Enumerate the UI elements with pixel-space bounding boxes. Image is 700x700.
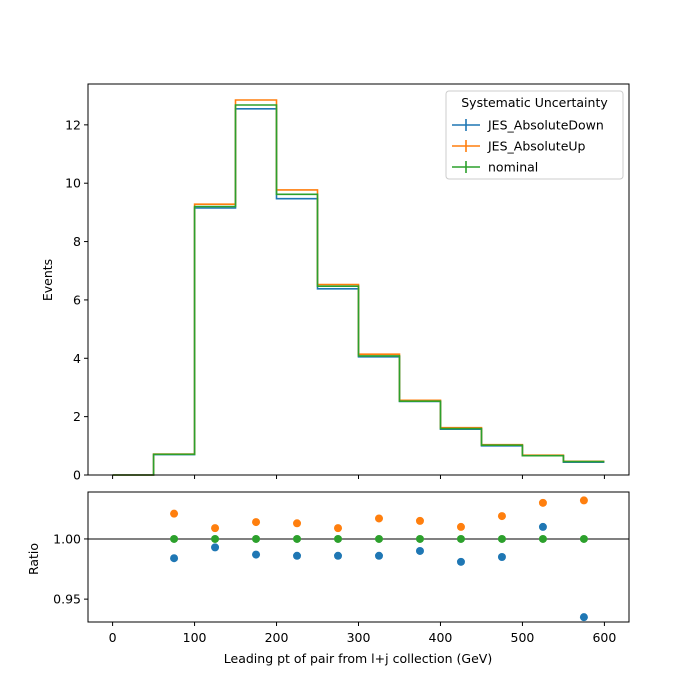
- x-tick-label: 200: [265, 630, 289, 645]
- main-y-tick-label: 10: [65, 176, 81, 191]
- legend-box: [445, 90, 624, 180]
- ratio-point-nominal: [456, 534, 465, 543]
- ratio-point-nominal: [579, 534, 588, 543]
- x-tick-label: 500: [511, 630, 535, 645]
- ratio-point-JES_AbsoluteDown: [334, 551, 343, 560]
- main-y-tick-label: 0: [73, 468, 81, 483]
- ratio-point-JES_AbsoluteUp: [334, 524, 343, 533]
- ratio-point-JES_AbsoluteUp: [456, 522, 465, 531]
- legend-entry: JES_AbsoluteUp: [452, 139, 586, 154]
- ratio-point-JES_AbsoluteUp: [211, 524, 220, 533]
- series-nominal: [112, 104, 605, 476]
- ratio-y-axis-label: Ratio: [26, 543, 41, 575]
- ratio-point-JES_AbsoluteDown: [538, 522, 547, 531]
- ratio-point-JES_AbsoluteDown: [252, 550, 261, 559]
- ratio-point-JES_AbsoluteDown: [415, 546, 424, 555]
- legend: Systematic Uncertainty JES_AbsoluteDown JE…: [445, 90, 624, 180]
- x-tick-label: 100: [183, 630, 207, 645]
- ratio-point-JES_AbsoluteDown: [374, 551, 383, 560]
- step-line-nominal: [112, 104, 605, 476]
- ratio-point-JES_AbsoluteDown: [497, 553, 506, 561]
- ratio-series-nominal: [170, 534, 588, 543]
- ratio-point-JES_AbsoluteUp: [374, 514, 383, 523]
- ratio-point-JES_AbsoluteDown: [293, 551, 302, 560]
- main-y-tick-label: 2: [73, 409, 81, 424]
- ratio-point-nominal: [334, 534, 343, 543]
- x-axis-label: Leading pt of pair from l+j collection (…: [224, 651, 492, 666]
- main-y-axis-label: Events: [40, 259, 55, 301]
- ratio-point-JES_AbsoluteDown: [170, 554, 179, 563]
- ratio-point-nominal: [497, 534, 506, 543]
- main-y-tick-label: 6: [73, 292, 81, 307]
- ratio-point-JES_AbsoluteUp: [252, 518, 261, 527]
- main-panel: 0 2 4 6 8 10 12: [65, 83, 630, 483]
- x-tick-label: 300: [347, 630, 371, 645]
- ratio-point-nominal: [538, 534, 547, 543]
- legend-entry: nominal: [452, 160, 538, 175]
- legend-entry: JES_AbsoluteDown: [452, 118, 604, 133]
- ratio-point-JES_AbsoluteUp: [415, 516, 424, 525]
- ratio-point-JES_AbsoluteDown: [211, 543, 220, 552]
- ratio-point-JES_AbsoluteUp: [170, 509, 179, 518]
- ratio-point-nominal: [415, 534, 424, 543]
- ratio-series-JES_AbsoluteUp: [170, 496, 588, 533]
- legend-title: Systematic Uncertainty: [461, 95, 608, 110]
- ratio-point-JES_AbsoluteUp: [293, 519, 302, 528]
- ratio-series-JES_AbsoluteDown: [170, 522, 588, 622]
- ratio-point-JES_AbsoluteDown: [456, 557, 465, 566]
- ratio-point-JES_AbsoluteDown: [579, 613, 588, 622]
- ratio-point-nominal: [293, 534, 302, 543]
- x-tick-label: 0: [109, 630, 117, 645]
- main-y-tick-label: 8: [73, 234, 81, 249]
- main-y-tick-label: 12: [65, 117, 81, 132]
- legend-label: nominal: [488, 160, 538, 175]
- ratio-y-tick-label: 0.95: [53, 592, 81, 607]
- ratio-panel: 0.95 1.00 0 100 200 300 400 500 600: [53, 491, 630, 645]
- ratio-point-JES_AbsoluteUp: [497, 512, 506, 521]
- legend-label: JES_AbsoluteDown: [487, 118, 604, 133]
- main-y-tick-label: 4: [73, 351, 81, 366]
- ratio-point-nominal: [170, 534, 179, 543]
- ratio-y-tick-label: 1.00: [53, 531, 81, 546]
- ratio-point-JES_AbsoluteUp: [538, 498, 547, 507]
- ratio-point-nominal: [211, 534, 220, 543]
- x-tick-label: 600: [592, 630, 616, 645]
- ratio-point-nominal: [252, 534, 261, 543]
- ratio-plot-frame: [87, 491, 630, 623]
- x-tick-label: 400: [429, 630, 453, 645]
- ratio-point-JES_AbsoluteUp: [579, 496, 588, 505]
- ratio-point-nominal: [374, 534, 383, 543]
- legend-label: JES_AbsoluteUp: [487, 139, 586, 154]
